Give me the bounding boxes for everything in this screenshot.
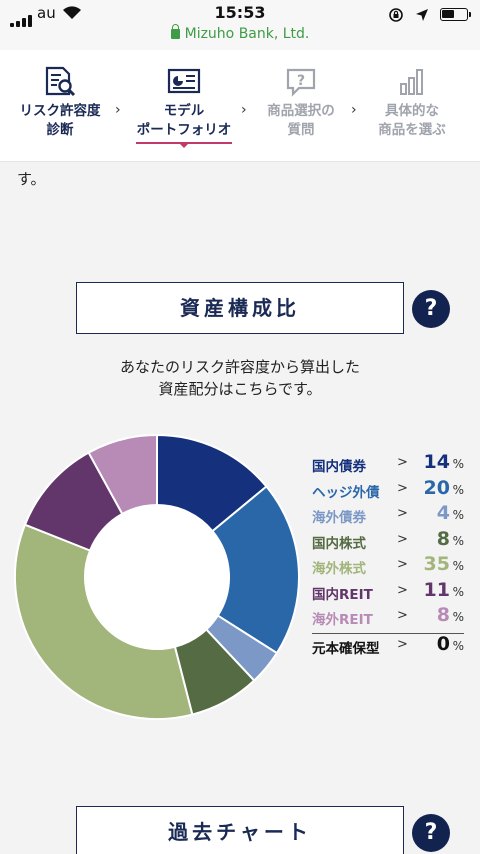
chevron-right-icon: >	[397, 480, 408, 496]
description-line1: あなたのリスク許容度から算出した	[119, 358, 360, 376]
legend-row[interactable]: 国内REIT >11%	[312, 578, 464, 606]
legend-row[interactable]: 海外債券 >4%	[312, 502, 464, 529]
chevron-right-icon: >	[397, 557, 408, 572]
legend-label: 国内株式	[312, 535, 366, 552]
carrier-name: au	[37, 4, 56, 22]
step-navigation: リスク許容度 診断 › モデル ポートフォリオ › ? 商品選択の 質問 › 具…	[0, 50, 480, 162]
legend-row[interactable]: 元本確保型 >0%	[312, 632, 464, 659]
legend-label: 海外債券	[312, 510, 366, 526]
chevron-right-icon: >	[397, 506, 408, 521]
percent-sign: %	[452, 559, 464, 573]
step-choose-products[interactable]: 具体的な 商品を選ぶ	[362, 66, 462, 140]
svg-text:?: ?	[297, 73, 305, 89]
legend-label: 海外株式	[312, 561, 366, 577]
step-model-portfolio[interactable]: モデル ポートフォリオ	[130, 66, 238, 148]
asset-allocation-description: あなたのリスク許容度から算出した 資産配分はこちらです。	[60, 356, 420, 400]
chevron-right-icon: >	[397, 531, 408, 547]
legend-value: 14	[423, 451, 450, 473]
percent-sign: %	[452, 533, 464, 548]
status-bar: au 15:53 Mizuho Bank, Ltd.	[0, 0, 480, 50]
percent-sign: %	[452, 508, 464, 522]
legend-row[interactable]: 海外株式 >35%	[312, 553, 464, 580]
question-bubble-icon: ?	[286, 68, 316, 97]
chevron-right-icon: >	[397, 636, 408, 652]
status-time: 15:53	[214, 3, 266, 22]
step-product-questions[interactable]: ? 商品選択の 質問	[256, 66, 346, 140]
chart-board-icon	[167, 68, 201, 94]
location-arrow-icon	[415, 8, 428, 21]
chevron-right-icon: >	[397, 582, 408, 598]
step-label-line2: 商品を選ぶ	[378, 122, 446, 138]
wifi-icon	[63, 6, 81, 19]
step-label-line1: 商品選択の	[267, 103, 335, 119]
step-label-line1: モデル	[163, 103, 205, 119]
legend-row[interactable]: 海外REIT >8%	[312, 604, 464, 631]
legend-row[interactable]: 国内債券 >14%	[312, 451, 464, 478]
percent-sign: %	[452, 638, 464, 653]
legend-value: 0	[436, 632, 450, 655]
step-label-line2: 診断	[46, 122, 74, 138]
step-label-line2: ポートフォリオ	[136, 122, 232, 138]
url-bar[interactable]: Mizuho Bank, Ltd.	[0, 24, 480, 42]
lead-text-fragment: す。	[17, 170, 46, 188]
asset-allocation-donut-chart	[14, 433, 300, 720]
rotation-lock-icon	[389, 7, 403, 22]
legend-value: 20	[423, 476, 450, 499]
legend-value: 8	[436, 604, 450, 626]
legend-label: ヘッジ外債	[312, 484, 380, 501]
legend-label: 国内債券	[312, 459, 366, 475]
battery-icon	[440, 8, 471, 21]
active-step-indicator	[136, 142, 232, 148]
legend-value: 35	[423, 553, 450, 575]
description-line2: 資産配分はこちらです。	[158, 380, 322, 398]
legend-row[interactable]: ヘッジ外債 >20%	[312, 476, 464, 504]
chevron-right-icon: >	[397, 608, 408, 623]
chevron-right-icon: ›	[115, 102, 121, 118]
lock-icon	[170, 24, 180, 39]
chevron-right-icon: >	[397, 455, 408, 470]
step-label-line1: リスク許容度	[19, 103, 101, 119]
legend-label: 国内REIT	[312, 586, 373, 603]
url-text: Mizuho Bank, Ltd.	[184, 26, 310, 42]
bar-chart-icon	[400, 69, 423, 95]
percent-sign: %	[452, 482, 464, 497]
legend-label: 元本確保型	[312, 640, 380, 657]
legend-label: 海外REIT	[312, 612, 373, 628]
legend-value: 11	[423, 578, 450, 601]
percent-sign: %	[452, 610, 464, 624]
past-chart-help-button[interactable]: ?	[412, 814, 450, 852]
allocation-legend: 国内債券 >14% ヘッジ外債 >20% 海外債券 >4% 国内株式 >8% 海外株式 >35% 国…	[312, 451, 464, 659]
percent-sign: %	[452, 584, 464, 599]
chevron-right-icon: ›	[241, 102, 247, 118]
chevron-right-icon: ›	[351, 102, 357, 118]
step-label-line2: 質問	[287, 122, 315, 138]
legend-row[interactable]: 国内株式 >8%	[312, 527, 464, 555]
asset-allocation-help-button[interactable]: ?	[412, 290, 450, 328]
past-chart-heading: 過去チャート	[76, 806, 404, 854]
document-search-icon	[45, 66, 76, 97]
step-label-line1: 具体的な	[385, 103, 439, 119]
legend-value: 4	[436, 502, 450, 524]
percent-sign: %	[452, 457, 464, 471]
asset-allocation-heading: 資産構成比	[76, 282, 404, 334]
donut-hole	[85, 505, 229, 649]
legend-value: 8	[436, 527, 450, 550]
step-risk-tolerance[interactable]: リスク許容度 診断	[8, 66, 112, 140]
signal-strength-icon	[10, 8, 34, 27]
